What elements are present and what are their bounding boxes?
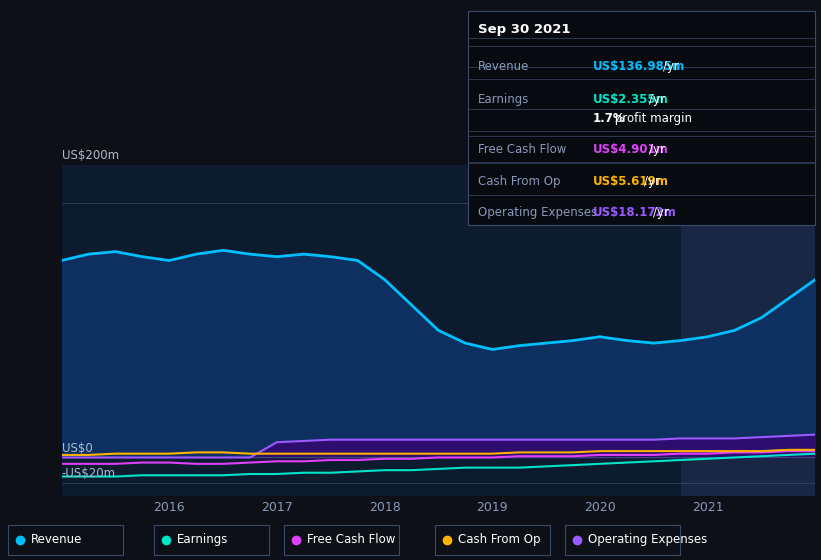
Text: Free Cash Flow: Free Cash Flow — [478, 143, 566, 156]
Text: profit margin: profit margin — [611, 111, 692, 125]
Text: /yr: /yr — [663, 60, 678, 73]
Text: US$4.901m: US$4.901m — [593, 143, 668, 156]
Text: Free Cash Flow: Free Cash Flow — [307, 534, 396, 547]
Text: Earnings: Earnings — [177, 534, 228, 547]
Text: Operating Expenses: Operating Expenses — [478, 206, 597, 219]
Text: /yr: /yr — [653, 206, 668, 219]
Text: -US$20m: -US$20m — [62, 467, 116, 480]
Text: US$200m: US$200m — [62, 150, 119, 162]
Text: /yr: /yr — [644, 175, 660, 188]
Text: US$18.172m: US$18.172m — [593, 206, 677, 219]
Text: US$136.985m: US$136.985m — [593, 60, 685, 73]
Text: /yr: /yr — [649, 93, 664, 106]
Text: /yr: /yr — [649, 143, 664, 156]
Text: Sep 30 2021: Sep 30 2021 — [478, 23, 571, 36]
Text: Cash From Op: Cash From Op — [478, 175, 560, 188]
Text: US$0: US$0 — [62, 442, 92, 455]
Bar — [681, 165, 815, 496]
Text: Operating Expenses: Operating Expenses — [588, 534, 707, 547]
Text: Revenue: Revenue — [31, 534, 82, 547]
Text: US$2.355m: US$2.355m — [593, 93, 668, 106]
Text: 1.7%: 1.7% — [593, 111, 626, 125]
Text: Revenue: Revenue — [478, 60, 530, 73]
Text: US$5.619m: US$5.619m — [593, 175, 668, 188]
Text: Cash From Op: Cash From Op — [458, 534, 540, 547]
Text: Earnings: Earnings — [478, 93, 530, 106]
